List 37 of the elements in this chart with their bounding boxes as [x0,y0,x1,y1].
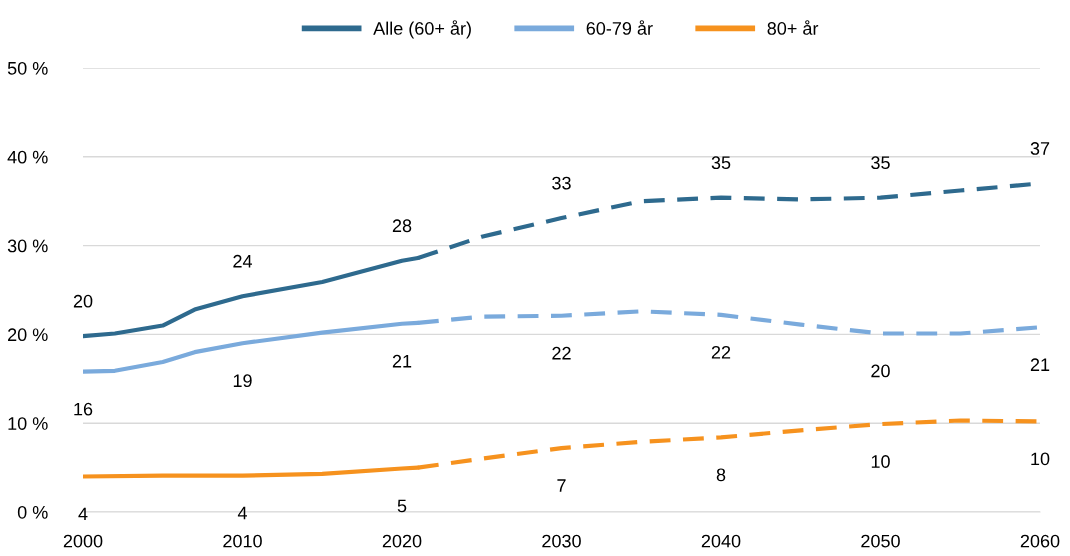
data-label: 4 [237,506,247,520]
data-label: 22 [552,346,571,360]
x-tick-label: 2050 [861,534,900,548]
legend-label: Alle (60+ år) [373,20,471,39]
data-label: 20 [73,294,93,308]
y-tick-label: 40 % [7,150,48,164]
data-label: 4 [78,507,88,521]
data-label: 21 [392,354,412,368]
data-label: 33 [552,176,571,190]
data-label: 22 [711,345,731,359]
data-label: 35 [711,156,731,170]
data-label: 8 [716,468,726,482]
legend-label: 80+ år [767,20,819,35]
data-label: 16 [74,402,93,416]
legend-label: 60-79 år [586,20,653,35]
x-tick-label: 2030 [542,534,581,548]
y-tick-label: 10 % [8,417,48,430]
data-label: 19 [233,374,252,388]
x-tick-label: 2000 [63,534,103,548]
x-tick-label: 2020 [382,534,422,548]
data-label: 21 [1030,358,1050,371]
y-tick-label: 50 % [7,61,48,75]
x-tick-label: 2010 [223,534,262,548]
data-label: 35 [871,156,890,170]
data-label: 37 [1030,142,1050,155]
x-tick-label: 2060 [1020,534,1060,548]
data-label: 20 [871,364,890,378]
y-tick-label: 20 % [8,328,48,342]
data-label: 5 [397,499,407,513]
data-label: 10 [871,455,890,468]
x-tick-label: 2040 [701,534,741,548]
data-label: 7 [557,479,566,492]
y-tick-label: 0 % [17,505,48,519]
data-label: 28 [392,219,412,233]
data-label: 24 [233,254,253,268]
y-tick-label: 30 % [7,239,48,253]
data-label: 10 [1031,452,1050,466]
